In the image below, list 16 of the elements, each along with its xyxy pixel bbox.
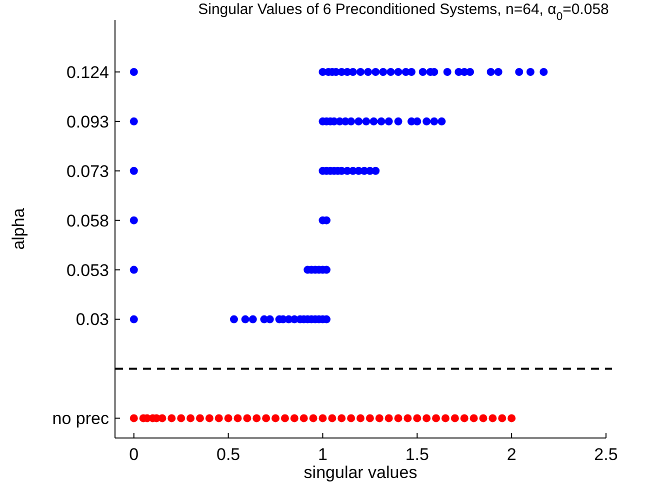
- x-tick-label: 0: [129, 445, 139, 464]
- x-tick-label: 2: [506, 445, 516, 464]
- y-tick-label: 0.124: [66, 62, 109, 82]
- y-tick-label: 0.093: [66, 112, 109, 132]
- x-tick-label: 0.5: [216, 445, 240, 464]
- y-tick-label: 0.058: [66, 211, 109, 230]
- x-tick-label: 1.5: [405, 445, 429, 464]
- y-tick-label: 0.053: [66, 260, 109, 280]
- chart-title: Singular Values of 6 Preconditioned Systems, n=64, α$_{0}$=0.058: [198, 1, 609, 23]
- y-tick-label: no prec: [52, 409, 110, 428]
- x-tick-label: 1: [318, 445, 328, 464]
- x-tick-label: 2.5: [594, 445, 618, 464]
- x-axis-title: singular values: [304, 463, 418, 482]
- y-axis-title: alpha: [9, 208, 28, 250]
- y-tick-label: 0.073: [66, 162, 109, 181]
- y-tick-label: 0.03: [76, 310, 109, 330]
